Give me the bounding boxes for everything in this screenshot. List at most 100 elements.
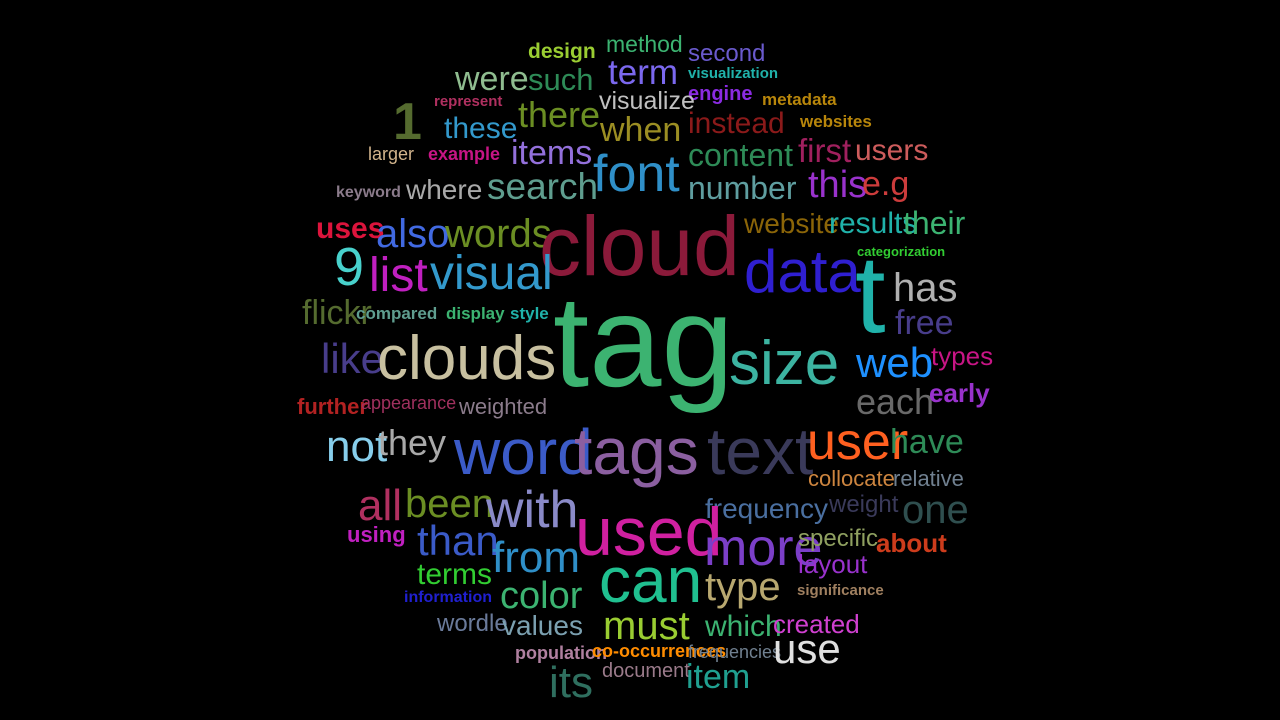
cloud-word: this (808, 164, 868, 206)
cloud-word: words (445, 212, 552, 256)
cloud-word: have (890, 423, 964, 461)
cloud-word: cloud (539, 199, 740, 293)
cloud-word: example (428, 144, 501, 164)
cloud-word: when (600, 111, 682, 149)
cloud-word: types (931, 341, 994, 371)
cloud-word: metadata (762, 90, 837, 109)
cloud-word: where (406, 174, 483, 205)
cloud-word: co-occurrences (592, 641, 727, 661)
cloud-word: their (903, 205, 966, 241)
cloud-word: 1 (393, 93, 422, 151)
cloud-word: its (549, 658, 593, 707)
cloud-word: further (297, 394, 368, 419)
cloud-word: has (893, 266, 958, 310)
cloud-word: document (602, 660, 690, 682)
cloud-word: t (855, 233, 886, 356)
cloud-word: compared (356, 304, 438, 323)
cloud-word: visual (430, 247, 553, 300)
cloud-word: websites (800, 112, 872, 131)
cloud-word: term (608, 53, 678, 92)
cloud-word: from (492, 533, 580, 582)
cloud-word: color (500, 575, 583, 617)
cloud-word: wordle (437, 610, 508, 637)
cloud-word: there (518, 94, 601, 135)
cloud-word: instead (688, 107, 785, 140)
cloud-word: more (704, 519, 823, 577)
cloud-word: users (855, 134, 929, 167)
cloud-word: style (510, 304, 549, 323)
cloud-word: all (358, 481, 403, 530)
cloud-word: data (744, 238, 861, 305)
cloud-word: items (511, 134, 593, 172)
cloud-word: about (876, 528, 947, 558)
cloud-word: can (599, 544, 703, 616)
cloud-word: layout (798, 549, 868, 579)
cloud-word: display (446, 304, 505, 323)
cloud-word: engine (688, 83, 753, 105)
cloud-word: tags (574, 414, 699, 488)
cloud-word: flickr (302, 294, 372, 332)
cloud-word: weight (829, 491, 899, 518)
cloud-word: website (744, 208, 839, 239)
cloud-word: using (347, 522, 406, 547)
cloud-word: clouds (377, 324, 557, 393)
cloud-word: free (895, 304, 954, 342)
cloud-word: also (376, 212, 450, 256)
cloud-word: second (688, 40, 766, 67)
cloud-word: tag (553, 268, 734, 414)
cloud-word: specific (798, 525, 879, 552)
cloud-word: created (773, 609, 860, 639)
cloud-word: web (856, 339, 934, 386)
cloud-word: list (369, 249, 428, 302)
cloud-word: type (705, 565, 781, 609)
cloud-word: larger (368, 144, 415, 164)
cloud-word: size (729, 329, 840, 398)
cloud-word: item (686, 658, 751, 696)
cloud-word: visualize (599, 87, 695, 115)
cloud-word: population (515, 643, 607, 663)
cloud-word: e.g (862, 165, 910, 203)
cloud-word: they (378, 422, 447, 463)
cloud-word: were (455, 60, 529, 98)
cloud-word: first (798, 132, 852, 169)
cloud-word: appearance (361, 393, 457, 413)
cloud-word: uses (316, 212, 385, 245)
cloud-word: keyword (336, 184, 401, 201)
cloud-word: search (487, 166, 599, 207)
cloud-word: 9 (334, 237, 365, 297)
cloud-word: which (705, 610, 782, 643)
cloud-word: font (593, 145, 680, 203)
cloud-word: user (807, 413, 909, 471)
cloud-word: categorization (857, 244, 946, 259)
cloud-word: method (606, 31, 683, 57)
cloud-word: been (405, 482, 494, 526)
cloud-word: like (321, 335, 385, 382)
cloud-word: text (707, 414, 814, 488)
cloud-word: represent (434, 93, 503, 110)
cloud-word: relative (893, 466, 964, 491)
cloud-word: weighted (459, 394, 548, 419)
cloud-word: design (528, 40, 596, 63)
cloud-word: one (902, 488, 969, 532)
cloud-word: frequencies (688, 642, 782, 662)
cloud-word: word (454, 416, 593, 488)
cloud-word: such (528, 62, 594, 97)
cloud-word: visualization (688, 65, 779, 82)
cloud-word: early (929, 378, 990, 408)
cloud-word: each (856, 381, 935, 422)
cloud-word: with (486, 481, 579, 539)
cloud-word: number (688, 170, 797, 206)
cloud-word: frequency (705, 493, 828, 524)
cloud-word: values (502, 610, 583, 641)
cloud-word: these (444, 112, 518, 145)
cloud-word: information (404, 589, 492, 606)
cloud-word: significance (797, 582, 884, 599)
cloud-word: collocate (808, 466, 895, 491)
cloud-word: than (417, 517, 499, 564)
cloud-word: must (603, 604, 690, 648)
cloud-word: not (326, 422, 388, 471)
cloud-word: used (575, 494, 723, 570)
cloud-word: content (688, 137, 793, 173)
cloud-word: use (773, 625, 841, 672)
